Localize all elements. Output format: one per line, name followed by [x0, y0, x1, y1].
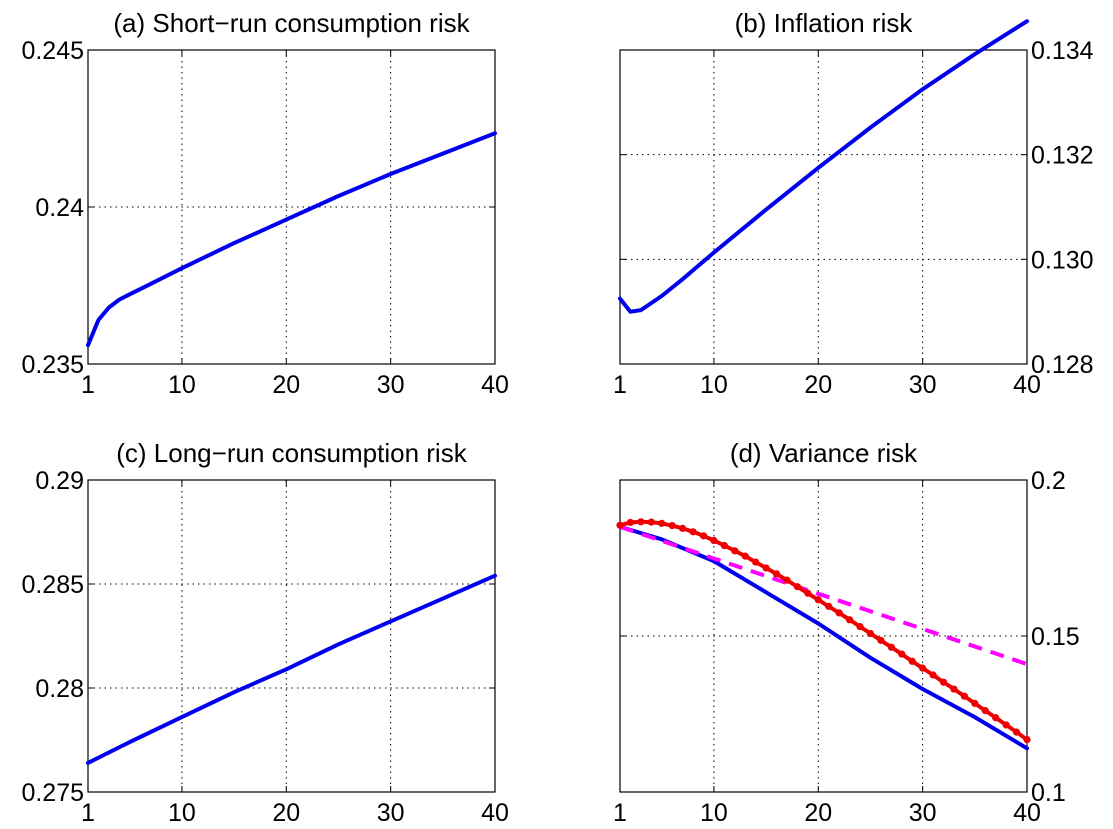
series-marker [679, 524, 687, 532]
y-tick-label: 0.245 [21, 37, 84, 65]
y-tick-label: 0.29 [35, 467, 84, 495]
series-marker [877, 636, 885, 644]
series-marker [689, 528, 697, 536]
series-marker [668, 521, 676, 530]
panel-title: (c) Long−run consumption risk [116, 438, 467, 468]
series-marker [1002, 721, 1010, 729]
series-marker [929, 671, 937, 679]
series-marker [710, 536, 718, 545]
series-line-1 [618, 524, 1029, 751]
series-marker [772, 570, 781, 578]
series-marker [699, 532, 708, 540]
series-line-1 [86, 131, 497, 348]
plot-frame [619, 49, 1028, 365]
series-marker [919, 664, 927, 672]
panel-variance: 1 10 20 30 400.1 0.15 0.2 (d) Variance risk [613, 438, 1080, 827]
series-marker [741, 552, 749, 560]
y-tick-label: 0.15 [1031, 623, 1080, 651]
panel-inflation: 1 10 20 30 400.128 0.130 0.132 0.134 (b) Inflati… [613, 8, 1094, 399]
panel-long-run-consumption: 1 10 20 30 40 0.275 0.28 0.285 0.29 (c) Long−run … [21, 438, 508, 827]
x-tick-label: 40 [1013, 799, 1041, 827]
y-tick-label: 0.235 [21, 351, 84, 379]
x-tick-label: 40 [1013, 371, 1041, 399]
series-marker [898, 650, 906, 658]
series-marker [752, 558, 760, 566]
series-line-1 [618, 19, 1029, 314]
panel-short-run-consumption: 1 10 20 30 40 0.235 0.24 0.245 (a) Short−run con… [21, 8, 508, 399]
series-marker [845, 616, 854, 624]
x-tick-label: 20 [272, 371, 300, 399]
x-tick-label: 1 [613, 799, 627, 827]
x-tick-label: 30 [909, 799, 937, 827]
series-marker [971, 699, 979, 707]
series-marker [762, 564, 770, 572]
x-tick-label: 40 [481, 799, 509, 827]
y-tick-label: 0.1 [1031, 779, 1066, 807]
series-marker [908, 657, 916, 665]
y-tick-label: 0.128 [1031, 351, 1094, 379]
panel-title: (d) Variance risk [730, 438, 918, 468]
y-tick-label: 0.130 [1031, 246, 1094, 274]
series-marker [1012, 728, 1021, 736]
x-tick-label: 10 [168, 371, 196, 399]
x-tick-label: 30 [377, 799, 405, 827]
series-marker [647, 518, 655, 526]
series-marker [981, 706, 989, 715]
y-tick-label: 0.2 [1031, 467, 1066, 495]
series-marker [804, 589, 812, 597]
y-tick-label: 0.28 [35, 675, 84, 703]
y-tick-label: 0.24 [35, 194, 84, 222]
series-marker [783, 576, 791, 584]
series-marker [950, 685, 958, 693]
series-marker [793, 583, 802, 591]
series-line-1 [86, 573, 497, 765]
y-tick-label: 0.275 [21, 779, 84, 807]
series-marker [960, 692, 968, 700]
series-line-3 [618, 519, 1029, 742]
y-tick-label: 0.134 [1031, 37, 1094, 65]
x-tick-label: 20 [272, 799, 300, 827]
x-tick-label: 1 [81, 799, 95, 827]
series-marker [887, 643, 895, 651]
x-tick-label: 10 [700, 371, 728, 399]
series-marker [825, 602, 833, 610]
panel-title: (b) Inflation risk [735, 8, 914, 38]
series-marker [637, 518, 645, 526]
x-tick-label: 20 [804, 371, 832, 399]
series-marker [835, 609, 843, 617]
y-tick-label: 0.132 [1031, 142, 1094, 170]
x-tick-label: 40 [481, 371, 509, 399]
x-tick-label: 1 [613, 371, 627, 399]
series-marker [814, 596, 822, 604]
y-tick-label: 0.285 [21, 571, 84, 599]
series-marker [616, 521, 624, 529]
x-tick-label: 30 [377, 371, 405, 399]
series-marker [626, 518, 635, 527]
panel-title: (a) Short−run consumption risk [113, 8, 470, 38]
series-marker [731, 547, 739, 555]
x-tick-label: 10 [168, 799, 196, 827]
series-marker [939, 678, 948, 686]
plot-frame [87, 479, 496, 793]
x-tick-label: 20 [804, 799, 832, 827]
x-tick-label: 1 [81, 371, 95, 399]
x-tick-label: 30 [909, 371, 937, 399]
x-tick-label: 10 [700, 799, 728, 827]
series-marker [720, 541, 728, 550]
series-marker [856, 623, 864, 631]
series-marker [658, 519, 666, 527]
series-marker [1023, 735, 1031, 744]
series-marker [992, 714, 1000, 722]
series-marker [866, 629, 875, 638]
series-line-2 [619, 524, 1028, 666]
